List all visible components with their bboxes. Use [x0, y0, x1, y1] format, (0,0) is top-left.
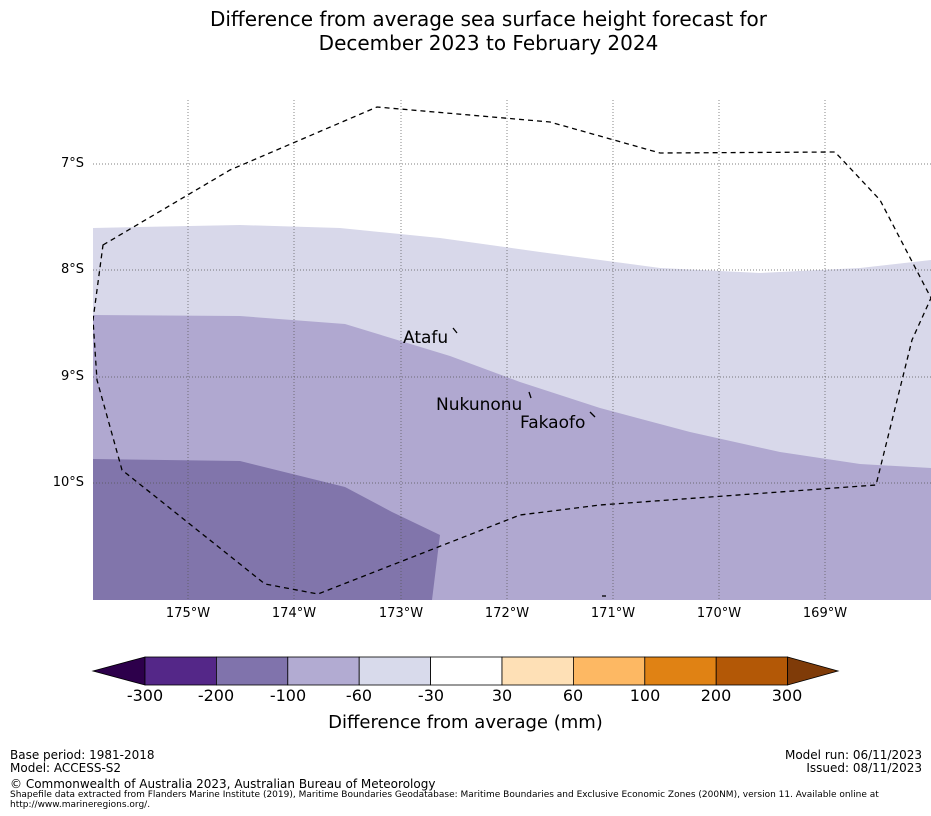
- colorbar-tick: 300: [771, 686, 803, 705]
- colorbar-segment: [358, 656, 432, 686]
- issued-date: Issued: 08/11/2023: [806, 761, 922, 775]
- colorbar-tick: 60: [562, 686, 584, 705]
- model-run-date: Model run: 06/11/2023: [784, 748, 922, 762]
- colorbar-segment: [287, 656, 360, 686]
- lat-label: 7°S: [60, 156, 84, 171]
- lon-label: 173°W: [378, 606, 424, 621]
- lat-label: 10°S: [52, 475, 84, 490]
- copyright: © Commonwealth of Australia 2023, Austra…: [10, 777, 436, 791]
- lon-label: 169°W: [802, 606, 848, 621]
- lon-label: 171°W: [590, 606, 636, 621]
- lat-label: 8°S: [60, 262, 84, 277]
- colorbar-segment: [430, 656, 503, 686]
- place-label-atafu: Atafu: [403, 328, 449, 348]
- colorbar-label: Difference from average (mm): [328, 712, 603, 733]
- lon-label: 174°W: [271, 606, 317, 621]
- colorbar-segment: [573, 656, 646, 686]
- map-area: [93, 100, 931, 600]
- colorbar-tick: -200: [197, 686, 235, 705]
- colorbar-tick: -100: [269, 686, 307, 705]
- colorbar-segment: [144, 656, 217, 686]
- gridlines: [93, 100, 931, 600]
- place-label-nukunonu: Nukunonu: [436, 395, 523, 415]
- lon-label: 172°W: [484, 606, 530, 621]
- chart-title: Difference from average sea surface heig…: [0, 7, 931, 55]
- colorbar-tick: 200: [700, 686, 732, 705]
- title-line-2: December 2023 to February 2024: [318, 31, 659, 55]
- title-line-1: Difference from average sea surface heig…: [209, 7, 768, 31]
- colorbar-extend-high: [787, 656, 840, 686]
- lon-label: 170°W: [696, 606, 742, 621]
- fakaofo-island-mark: [589, 411, 596, 418]
- lat-label: 9°S: [60, 369, 84, 384]
- colorbar-segment: [644, 656, 717, 686]
- shapefile-credit-line-2: http://www.marineregions.org/.: [10, 800, 151, 810]
- shapefile-credit: Shapefile data extracted from Flanders M…: [10, 790, 910, 810]
- colorbar-tick: -30: [417, 686, 445, 705]
- shapefile-credit-line-1: Shapefile data extracted from Flanders M…: [10, 790, 879, 800]
- atafu-island-mark: [452, 327, 458, 334]
- place-label-fakaofo: Fakaofo: [520, 413, 586, 433]
- colorbar-tick: -60: [345, 686, 373, 705]
- lon-label: 175°W: [165, 606, 211, 621]
- colorbar-segment: [715, 656, 789, 686]
- eez-boundary: [93, 106, 931, 595]
- base-period: Base period: 1981-2018: [10, 748, 155, 762]
- colorbar-tick: -300: [126, 686, 164, 705]
- colorbar-extend-low: [91, 656, 146, 686]
- island-markers: [452, 327, 596, 418]
- model-name: Model: ACCESS-S2: [10, 761, 122, 775]
- colorbar-segment: [215, 656, 289, 686]
- dark-anomaly-region: [93, 459, 440, 600]
- colorbar-tick: 100: [629, 686, 661, 705]
- colorbar-segment: [501, 656, 574, 686]
- colorbar-tick: 30: [491, 686, 513, 705]
- nukunonu-island-mark: [528, 391, 532, 399]
- colorbar: [91, 656, 840, 686]
